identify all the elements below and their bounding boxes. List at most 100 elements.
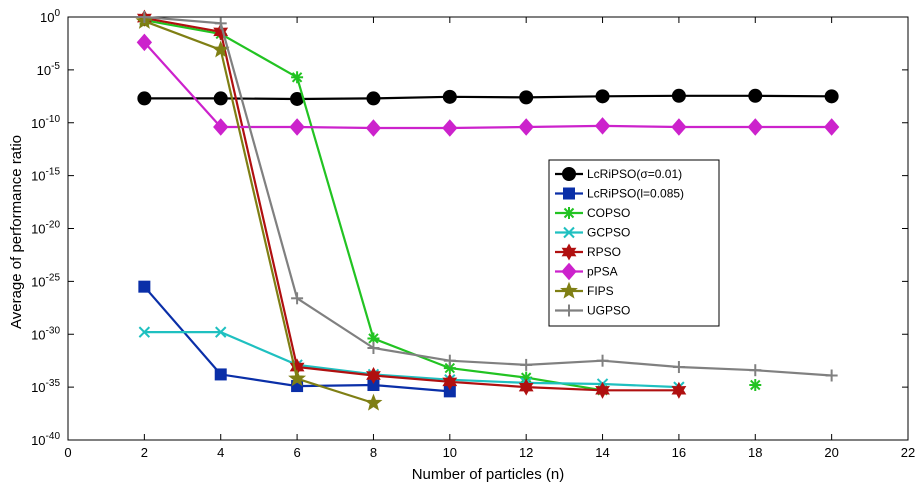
data-point: [289, 118, 305, 136]
data-point: [823, 118, 840, 136]
data-point-stroke: [368, 333, 379, 344]
y-tick-exponent: 0: [54, 8, 60, 19]
y-tick-label: 10-20: [31, 220, 60, 237]
legend-marker: [560, 281, 578, 299]
data-point-stroke: [215, 326, 227, 338]
data-point: [214, 368, 227, 381]
data-point: [749, 379, 762, 392]
data-point-stroke: [291, 72, 303, 83]
series-line: [144, 94, 832, 101]
data-point: [366, 91, 381, 106]
data-point-stroke: [138, 326, 151, 338]
legend-marker: [561, 243, 577, 261]
legend-label: LcRiPSO(σ=0.01): [587, 167, 682, 181]
legend-box: [548, 159, 720, 327]
series-ugpso: [138, 11, 838, 382]
y-tick-base: 10: [31, 116, 45, 131]
y-tick-base: 10: [40, 10, 54, 25]
data-point: [136, 33, 153, 52]
data-point: [443, 354, 456, 367]
legend-item: UGPSO: [555, 304, 630, 318]
data-point: [288, 369, 307, 387]
y-tick-exponent: -35: [46, 378, 61, 389]
legend-marker-stroke: [563, 226, 575, 239]
y-tick-base: 10: [31, 433, 45, 448]
legend-label: UGPSO: [587, 304, 630, 318]
x-tick-label: 10: [443, 445, 457, 460]
y-tick-exponent: -25: [46, 272, 61, 283]
legend-item: pPSA: [555, 262, 618, 281]
y-axis-label: Average of performance ratio: [8, 135, 25, 329]
series-rpso: [136, 9, 687, 399]
legend-label: FIPS: [587, 284, 614, 298]
data-point: [138, 11, 151, 23]
data-point: [215, 326, 227, 338]
legend-marker: [563, 304, 575, 317]
x-tick-label: 18: [748, 445, 762, 460]
y-tick-label: 10-40: [31, 431, 60, 448]
data-point: [824, 89, 839, 104]
y-tick-label: 10-35: [31, 378, 60, 395]
x-axis: 0 2 4 6 8 10 12 14 16 18 20 22: [64, 17, 915, 460]
legend-marker-stroke: [563, 207, 575, 219]
x-tick-label: 16: [672, 445, 686, 460]
legend-marker: [563, 226, 575, 239]
data-point: [749, 364, 762, 377]
legend: LcRiPSO(σ=0.01) LcRiPSO(l=0.085) COPSO GCPS…: [548, 159, 720, 327]
x-tick-label: 0: [64, 445, 71, 460]
legend-label: COPSO: [587, 206, 630, 220]
series-layer: [135, 9, 840, 411]
legend-item: COPSO: [555, 206, 630, 220]
x-tick-label: 20: [824, 445, 838, 460]
y-tick-exponent: -15: [46, 167, 61, 178]
data-point: [671, 381, 687, 399]
y-tick-base: 10: [37, 63, 51, 78]
data-point: [747, 118, 763, 136]
data-point: [137, 91, 152, 106]
y-tick-base: 10: [31, 327, 45, 342]
y-tick-exponent: -30: [46, 325, 61, 336]
data-point: [213, 91, 228, 106]
y-tick-exponent: -10: [46, 114, 61, 125]
data-point: [594, 117, 611, 135]
data-point: [671, 88, 686, 103]
y-tick-exponent: -40: [46, 431, 61, 442]
legend-marker: [563, 207, 575, 219]
data-point: [442, 89, 457, 104]
series-line: [144, 15, 832, 377]
legend-label: LcRiPSO(l=0.085): [587, 187, 684, 201]
series-lcripso-0-01: [137, 88, 839, 106]
y-tick-label: 10-30: [31, 325, 60, 342]
series-lcripso-l-0-085: [138, 280, 456, 398]
x-tick-label: 8: [370, 445, 377, 460]
series-line: [144, 17, 679, 392]
legend-marker: [563, 187, 575, 200]
data-point: [442, 373, 458, 391]
data-point: [518, 378, 534, 396]
data-point: [213, 23, 229, 41]
series-line: [144, 331, 679, 389]
data-point: [213, 118, 229, 136]
y-tick-base: 10: [31, 380, 45, 395]
data-point: [214, 17, 227, 30]
x-axis-label: Number of particles (n): [412, 466, 565, 483]
data-point: [595, 381, 610, 399]
legend-item: LcRiPSO(l=0.085): [555, 187, 684, 201]
y-tick-label: 10-25: [31, 272, 60, 289]
x-tick-label: 6: [293, 445, 300, 460]
legend-label: GCPSO: [587, 226, 630, 240]
data-point: [291, 292, 304, 305]
series-line: [144, 20, 374, 405]
data-point: [519, 90, 534, 105]
y-tick-label: 10-10: [31, 114, 60, 131]
data-point: [518, 118, 534, 136]
data-point: [365, 119, 382, 137]
data-point: [138, 326, 151, 338]
legend-item: GCPSO: [555, 226, 630, 240]
y-axis: 10010-510-1010-1510-2010-2510-3010-3510-…: [31, 8, 908, 448]
data-point: [520, 358, 533, 371]
data-point: [671, 118, 687, 136]
y-tick-base: 10: [31, 222, 45, 237]
data-point: [595, 89, 610, 104]
